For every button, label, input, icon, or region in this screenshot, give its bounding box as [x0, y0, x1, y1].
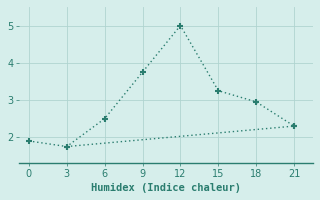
X-axis label: Humidex (Indice chaleur): Humidex (Indice chaleur): [91, 183, 241, 193]
